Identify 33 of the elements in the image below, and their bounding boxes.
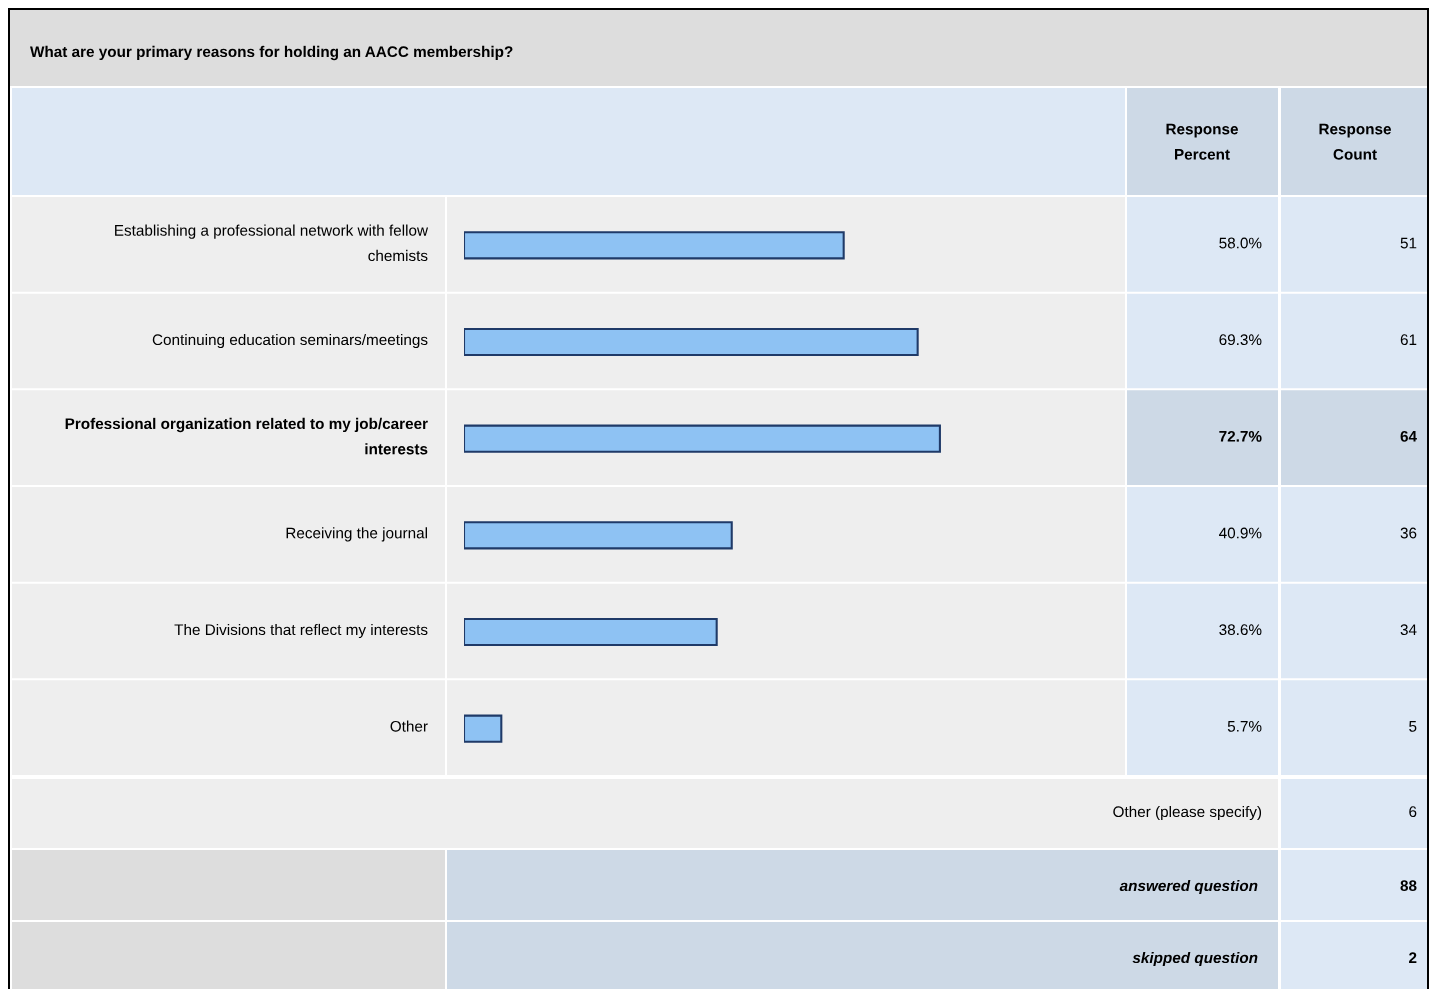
text: skipped question xyxy=(1132,951,1258,967)
bar xyxy=(464,424,941,453)
bar xyxy=(464,231,845,260)
text: 6 xyxy=(1409,806,1417,818)
text: 36 xyxy=(1400,527,1417,539)
text: Other (please specify) xyxy=(1113,805,1262,821)
text: 5 xyxy=(1409,721,1417,732)
text: Response Percent xyxy=(1166,123,1238,160)
data-label: 38.6% xyxy=(1219,624,1262,636)
y-tick-label: Receiving the journal xyxy=(286,527,427,542)
y-tick-label: Continuing education seminars/meetings xyxy=(152,333,428,349)
bar xyxy=(464,617,718,647)
text: 51 xyxy=(1400,237,1417,249)
bar xyxy=(464,327,919,357)
text: 2 xyxy=(1409,952,1417,963)
y-tick-label: Other xyxy=(390,720,428,732)
data-label: 40.9% xyxy=(1219,527,1262,539)
text: 34 xyxy=(1400,624,1417,636)
bar xyxy=(464,714,503,743)
text: What are your primary reasons for holding an AACC membership? xyxy=(30,45,513,61)
data-label: 5.7% xyxy=(1227,721,1262,732)
text: 61 xyxy=(1400,334,1417,346)
data-label: 58.0% xyxy=(1219,237,1262,249)
y-tick-label: Professional organization related to my job/career interests xyxy=(65,417,428,455)
bar xyxy=(464,521,733,550)
text: 88 xyxy=(1400,880,1417,892)
data-label: 69.3% xyxy=(1219,334,1262,346)
y-tick-label: Establishing a professional network with fellow chemists xyxy=(115,224,429,262)
text: answered question xyxy=(1119,879,1258,895)
text: 64 xyxy=(1400,430,1417,442)
text: Response Count xyxy=(1319,123,1391,160)
data-label: 72.7% xyxy=(1219,430,1262,442)
y-tick-label: The Divisions that reflect my interests xyxy=(174,623,428,639)
